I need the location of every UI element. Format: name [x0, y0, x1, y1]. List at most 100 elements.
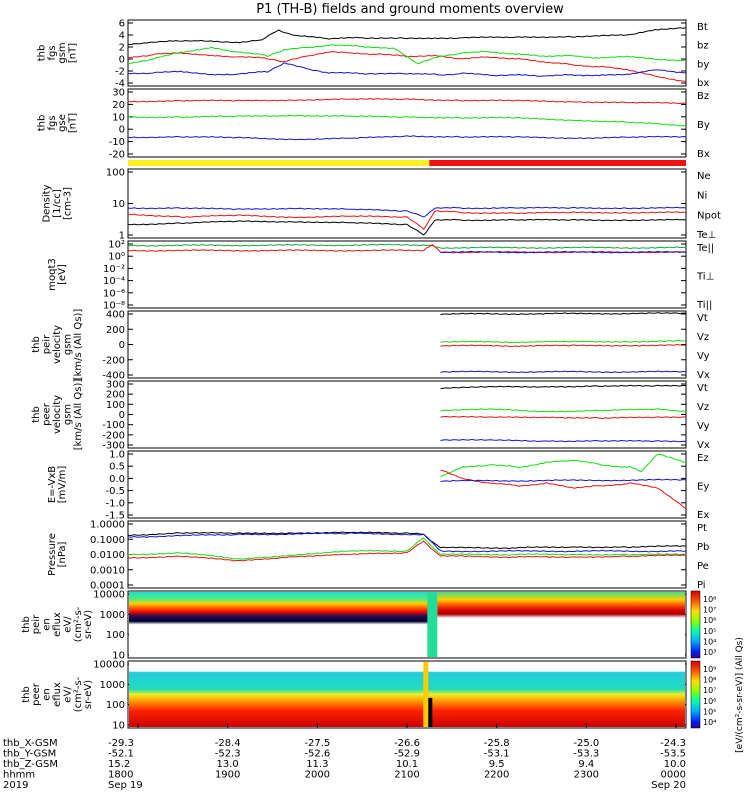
panel-frame — [127, 19, 687, 87]
panel-peir-velocity: thbpeirvelocitygsm[km/s (All Qs)] 400 200 0… — [31, 309, 710, 382]
spectrogram-region — [437, 592, 685, 657]
series-Ez — [440, 469, 687, 510]
y-axis-label: moqt3[eV] — [47, 258, 68, 291]
colorbar-tick-label: 10⁷ — [703, 606, 716, 615]
x-column-value: -26.6 — [394, 738, 420, 749]
x-column-value: -24.3 — [660, 738, 686, 749]
y-tick-label: 1000 — [100, 680, 125, 691]
y-tick-label: 10 — [112, 199, 125, 210]
x-column-value: 13.0 — [217, 759, 239, 770]
y-tick-label: -100 — [102, 420, 125, 431]
colorbar-tick-label: 10⁵ — [703, 707, 716, 716]
y-tick-label: -300 — [102, 441, 125, 452]
y-tick-label: 0.5 — [109, 462, 125, 473]
x-column-value: Sep 20 — [651, 780, 686, 791]
legend-entry: Te⊥ — [696, 230, 716, 241]
legend-entry: Ne — [697, 171, 711, 182]
y-tick-label: 300 — [106, 380, 125, 391]
x-column-value: -52.9 — [394, 749, 420, 760]
legend-entry: Vy — [697, 421, 710, 432]
series-bz — [128, 51, 687, 82]
x-column-value: 2200 — [484, 770, 509, 781]
x-row-label: hhmm — [3, 770, 35, 781]
x-row-label: 2019 — [3, 780, 28, 791]
y-tick-label: -400 — [102, 371, 125, 382]
spectrogram-transition — [428, 697, 433, 727]
y-tick-label: 10² — [108, 240, 125, 251]
legend-entry: Npot — [697, 210, 721, 221]
colorbar-tick-label: 10⁴ — [703, 637, 716, 646]
x-column-value: -53.1 — [484, 749, 510, 760]
y-tick-label: 0 — [119, 340, 125, 351]
colorbar-label: [eV/(cm²-s-sr-eV)] (All Qs) — [735, 637, 745, 753]
x-column-value: 0000 — [661, 770, 686, 781]
y-tick-label: 10⁰ — [108, 252, 125, 263]
x-column-value: 2000 — [305, 770, 330, 781]
colorbar-tick-label: 10⁴ — [703, 718, 716, 727]
panel-pressure: Pressure[nPa] 1.0000 0.1000 0.0100 0.0010 0.0… — [47, 520, 710, 592]
y-tick-label: 10000 — [93, 660, 125, 671]
y-tick-label: -10 — [109, 137, 125, 148]
y-axis-label: thbpeervelocitygsm[km/s (All Qs)] — [31, 379, 84, 451]
x-column-value: 10.0 — [664, 759, 686, 770]
spectrogram-transition — [423, 662, 429, 727]
series-Vz — [440, 343, 687, 348]
legend-entry: Pb — [697, 542, 709, 553]
panel-peer-eflux: thbpeerenefluxeV/(cm²-s-sr-eV) 10000 1000 1… — [21, 660, 717, 732]
spectrogram-region — [129, 662, 685, 727]
series-Te — [127, 243, 686, 254]
series-Vy — [440, 408, 687, 413]
series-Pi — [127, 532, 687, 553]
x-row-label: thb_Z-GSM — [3, 759, 58, 770]
x-column-value: -53.3 — [573, 749, 599, 760]
y-axis-label: thbpeirenefluxeV/(cm²-s-sr-eV) — [21, 606, 94, 642]
x-column-value: -25.0 — [573, 738, 599, 749]
legend-entry: By — [697, 120, 710, 131]
y-tick-label: -20 — [109, 150, 125, 161]
panel-frame — [127, 520, 687, 589]
legend-entry: Ni — [697, 191, 707, 202]
legend-entry: Bt — [697, 22, 708, 33]
figure-title: P1 (TH-B) fields and ground moments over… — [256, 2, 564, 17]
y-tick-label: 0.0001 — [90, 581, 125, 592]
legend-entry: Vx — [697, 370, 710, 381]
colorbar — [690, 660, 701, 729]
colorbar-tick-label: 10⁵ — [703, 627, 716, 636]
y-axis-label: thbfgsgsm[nT] — [36, 42, 78, 63]
legend-entry: Te|| — [696, 243, 714, 254]
y-tick-label: 10⁻⁴ — [103, 276, 125, 287]
colorbar-tick-label: 10³ — [703, 648, 716, 657]
series-By — [127, 114, 687, 127]
series-Vx — [440, 370, 687, 374]
legend-entry: Pt — [697, 523, 707, 534]
y-tick-label: 200 — [106, 390, 125, 401]
y-tick-label: 10 — [112, 721, 125, 732]
legend-entry: Ex — [697, 510, 709, 521]
y-tick-label: 10000 — [93, 590, 125, 601]
y-axis-label: E=-VxB[mV/m] — [47, 466, 68, 504]
colorbar-tick-label: 10⁹ — [703, 665, 716, 674]
series-Bt — [127, 27, 687, 46]
y-tick-label: 10⁻⁶ — [103, 288, 125, 299]
x-column-value: -28.4 — [215, 738, 241, 749]
y-tick-label: 0 — [119, 125, 125, 136]
series-Bx — [127, 135, 687, 141]
y-tick-label: 10⁻² — [103, 264, 125, 275]
series-Vz — [440, 415, 687, 420]
y-tick-label: 1.0 — [109, 450, 125, 461]
legend-entry: Pi — [697, 580, 706, 591]
x-column-value: 11.3 — [306, 759, 328, 770]
y-tick-label: 10⁻⁸ — [103, 301, 125, 312]
colorbar-tick-label: 10⁶ — [703, 697, 716, 706]
legend-entry: Vt — [697, 313, 708, 324]
legend-entry: Vz — [697, 332, 709, 343]
y-tick-label: 1 — [119, 231, 125, 242]
panel-frame — [127, 450, 687, 519]
series-Ex — [440, 478, 687, 483]
panel-mode-bar — [128, 160, 686, 166]
y-tick-label: 20 — [112, 100, 125, 111]
y-tick-label: 400 — [106, 310, 125, 321]
y-axis-label: thbpeirvelocitygsm[km/s (All Qs)] — [31, 309, 84, 381]
